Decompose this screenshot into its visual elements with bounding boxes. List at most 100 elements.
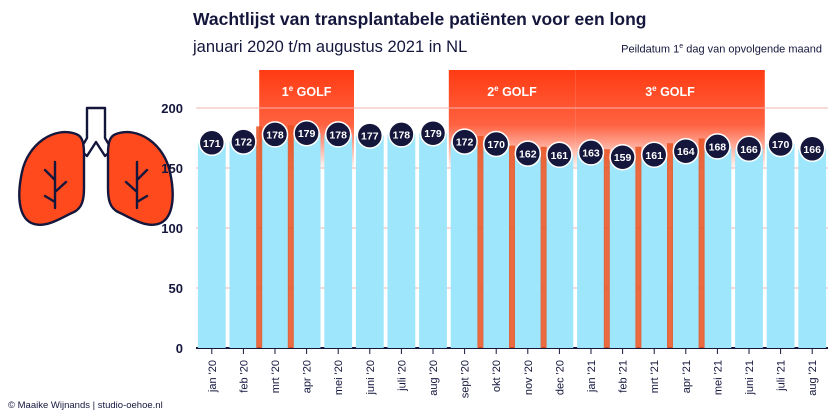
- value-bubble: [388, 121, 415, 148]
- x-tick-label: mrt '20: [270, 360, 282, 393]
- wave-stripe: [698, 138, 705, 348]
- x-tick-label: sept '20: [460, 360, 472, 398]
- bar: [766, 144, 795, 348]
- y-tick-label: 0: [176, 341, 183, 356]
- x-tick-label: feb '21: [618, 360, 630, 393]
- x-tick-label: apr '20: [302, 360, 314, 393]
- wave-stripe: [256, 126, 263, 349]
- value-bubble: [767, 130, 794, 158]
- chart-subtitle: januari 2020 t/m augustus 2021 in NL: [193, 38, 468, 56]
- value-bubble: [324, 121, 352, 148]
- value-bubble: [419, 119, 447, 147]
- chart-title: Wachtlijst van transplantabele patiënten…: [193, 9, 647, 29]
- x-tick-label: feb '20: [238, 360, 250, 393]
- y-tick-label: 150: [161, 161, 183, 176]
- y-tick-label: 100: [161, 221, 183, 236]
- bar: [229, 141, 258, 348]
- data-label: 178: [329, 129, 347, 141]
- value-bubble: [293, 119, 320, 147]
- value-bubble: [514, 140, 542, 167]
- x-tick-label: jan '21: [586, 360, 598, 393]
- x-tick-label: apr '21: [681, 360, 693, 393]
- bar: [671, 151, 700, 348]
- credit-text: © Maaike Wijnands | studio-oehoe.nl: [8, 400, 163, 411]
- bar: [798, 148, 827, 348]
- x-tick-label: mei '20: [333, 360, 345, 395]
- x-tick-label: juli '21: [776, 360, 788, 392]
- data-label: 170: [487, 139, 505, 151]
- data-label: 164: [677, 146, 695, 158]
- bar: [545, 154, 574, 348]
- bar: [419, 133, 447, 348]
- wave-stripe: [287, 125, 294, 348]
- wave-label: 1e GOLF: [282, 84, 332, 99]
- value-bubble: [230, 128, 257, 155]
- data-label: 178: [266, 129, 284, 141]
- bar: [355, 135, 384, 348]
- bar: [292, 133, 321, 348]
- y-tick-label: 50: [169, 281, 183, 296]
- bar: [735, 148, 763, 348]
- wave-stripe: [635, 146, 642, 348]
- data-label: 172: [235, 137, 253, 149]
- x-tick-label: jan '20: [207, 360, 219, 393]
- x-tick-label: mei '21: [712, 360, 724, 395]
- x-tick-label: juni '20: [365, 360, 377, 396]
- value-bubble: [577, 139, 605, 166]
- data-label: 178: [393, 129, 411, 141]
- value-bubble: [640, 141, 668, 169]
- x-tick-label: aug '21: [807, 360, 819, 396]
- bar: [197, 142, 226, 348]
- wave-stripe: [540, 146, 547, 348]
- bar: [450, 141, 479, 348]
- wave-stripe: [667, 143, 673, 348]
- data-label: 168: [709, 141, 727, 153]
- data-label: 172: [456, 137, 474, 149]
- data-label: 161: [551, 150, 569, 162]
- wave-stripe: [603, 149, 610, 348]
- reference-date-note: Peildatum 1e dag van opvolgende maand: [621, 43, 822, 56]
- value-bubble: [704, 133, 731, 160]
- data-label: 177: [361, 131, 379, 143]
- value-bubble: [261, 121, 289, 148]
- data-label: 179: [424, 128, 442, 140]
- x-tick-label: mrt '21: [649, 360, 661, 393]
- data-label: 161: [645, 150, 663, 162]
- bar: [482, 144, 511, 348]
- value-bubble: [798, 135, 826, 163]
- value-bubble: [356, 122, 384, 149]
- x-tick-label: okt '20: [491, 360, 503, 392]
- data-label: 162: [519, 149, 537, 161]
- data-label: 163: [582, 147, 600, 159]
- bar: [324, 134, 353, 348]
- value-bubble: [735, 135, 763, 163]
- lungs-icon: [18, 106, 174, 226]
- bar: [387, 134, 416, 348]
- y-tick-label: 200: [161, 101, 183, 116]
- value-bubble: [546, 141, 573, 169]
- value-bubble: [451, 128, 478, 155]
- wave-stripe: [509, 145, 515, 348]
- data-label: 170: [772, 139, 790, 151]
- value-bubble: [672, 137, 700, 165]
- data-label: 179: [298, 128, 316, 140]
- bar: [577, 152, 605, 348]
- bar: [640, 154, 669, 348]
- data-label: 171: [203, 138, 221, 150]
- wave-stripe: [477, 136, 484, 348]
- data-label: 166: [740, 144, 758, 156]
- bar: [261, 134, 289, 348]
- wave-label: 2e GOLF: [487, 84, 537, 99]
- x-tick-label: aug '20: [428, 360, 440, 396]
- wave-label: 3e GOLF: [645, 84, 695, 99]
- x-tick-label: nov '20: [523, 360, 535, 395]
- x-tick-label: juli '20: [396, 360, 408, 392]
- x-tick-label: dec '20: [554, 360, 566, 395]
- bar: [608, 157, 637, 348]
- x-tick-label: juni '21: [744, 360, 756, 396]
- data-label: 159: [614, 152, 632, 164]
- value-bubble: [482, 130, 510, 158]
- bar: [703, 146, 732, 348]
